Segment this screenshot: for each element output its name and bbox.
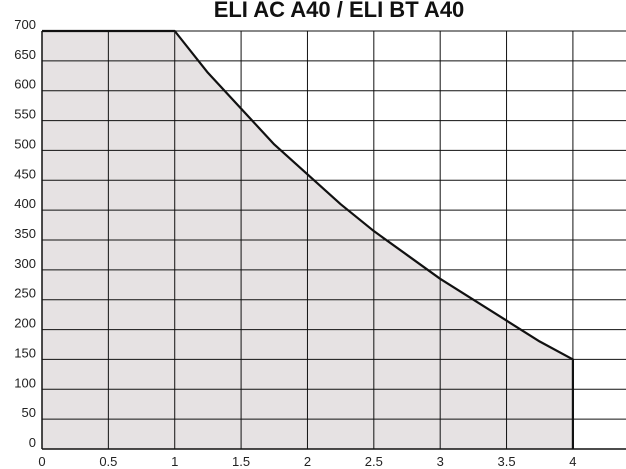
y-axis-tick-labels: 0 50 100 150 200 250 300 350 400 450 500 550 600 650 7… bbox=[14, 17, 36, 450]
y-tick-label: 100 bbox=[14, 375, 36, 390]
y-tick-label: 150 bbox=[14, 345, 36, 360]
y-tick-label: 200 bbox=[14, 316, 36, 331]
x-tick-label: 3 bbox=[437, 454, 444, 469]
y-tick-label: 350 bbox=[14, 226, 36, 241]
chart-title: ELI AC A40 / ELI BT A40 bbox=[214, 0, 465, 22]
y-tick-label: 550 bbox=[14, 107, 36, 122]
x-tick-label: 0.5 bbox=[99, 454, 117, 469]
y-tick-label: 250 bbox=[14, 286, 36, 301]
y-tick-label: 650 bbox=[14, 47, 36, 62]
x-tick-label: 1.5 bbox=[232, 454, 250, 469]
x-tick-label: 2.5 bbox=[365, 454, 383, 469]
x-axis-tick-labels: 0 0.5 1 1.5 2 2.5 3 3.5 4 bbox=[38, 454, 576, 469]
y-tick-label: 500 bbox=[14, 136, 36, 151]
x-tick-label: 3.5 bbox=[498, 454, 516, 469]
y-tick-label: 0 bbox=[29, 435, 36, 450]
y-tick-label: 50 bbox=[22, 405, 36, 420]
x-tick-label: 2 bbox=[304, 454, 311, 469]
grid-layer bbox=[41, 30, 626, 450]
y-tick-label: 400 bbox=[14, 196, 36, 211]
y-tick-label: 300 bbox=[14, 256, 36, 271]
y-tick-label: 600 bbox=[14, 77, 36, 92]
series-layer bbox=[42, 29, 575, 449]
series-line bbox=[42, 29, 575, 449]
y-tick-label: 450 bbox=[14, 166, 36, 181]
x-tick-label: 1 bbox=[171, 454, 178, 469]
x-tick-label: 4 bbox=[569, 454, 576, 469]
x-tick-label: 0 bbox=[38, 454, 45, 469]
y-tick-label: 700 bbox=[14, 17, 36, 32]
